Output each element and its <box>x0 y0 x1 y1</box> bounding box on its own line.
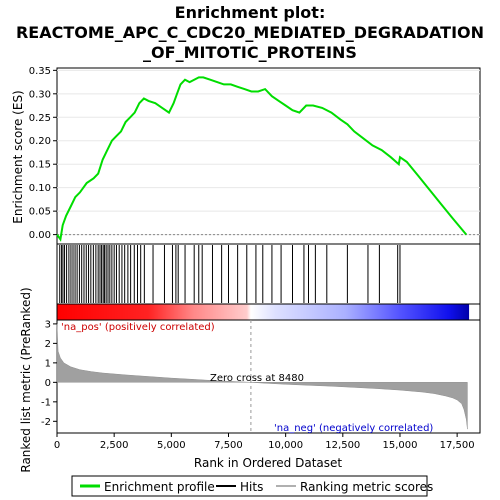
title-line-1: Enrichment plot: <box>175 3 326 22</box>
x-tick-label: 2,500 <box>100 440 129 451</box>
es-axis-label: Enrichment score (ES) <box>11 90 25 223</box>
es-tick-label: 0.05 <box>29 207 51 218</box>
x-tick-label: 7,500 <box>214 440 243 451</box>
na-pos-label: 'na_pos' (positively correlated) <box>61 322 215 333</box>
es-tick-label: 0.15 <box>29 160 51 171</box>
metric-tick-label: 3 <box>45 319 51 330</box>
title-line-2: REACTOME_APC_C_CDC20_MEDIATED_DEGRADATIO… <box>16 23 484 42</box>
hits-panel <box>56 243 481 305</box>
legend-metric-label: Ranking metric scores <box>300 480 433 494</box>
es-tick-label: 0.25 <box>29 113 51 124</box>
x-tick-label: 10,000 <box>268 440 303 451</box>
es-tick-label: 0.10 <box>29 183 51 194</box>
es-tick-label: 0.35 <box>29 66 51 77</box>
metric-tick-label: -2 <box>41 417 51 428</box>
es-tick-label: 0.30 <box>29 89 51 100</box>
title-line-3: _OF_MITOTIC_PROTEINS <box>143 43 357 62</box>
x-axis-label: Rank in Ordered Dataset <box>194 456 342 470</box>
heatmap-bar <box>57 304 470 320</box>
es-panel <box>56 67 481 245</box>
legend-box <box>71 475 428 497</box>
es-chart <box>56 69 480 242</box>
x-tick-label: 17,500 <box>440 440 475 451</box>
zero-cross-label: Zero cross at 8480 <box>210 373 304 384</box>
metric-chart <box>56 320 468 433</box>
legend: Enrichment profile Hits Ranking metric s… <box>71 475 433 497</box>
legend-hits-label: Hits <box>240 480 263 494</box>
hits-ticks <box>59 245 401 303</box>
metric-tick-label: 0 <box>45 378 51 389</box>
x-tick-label: 12,500 <box>325 440 360 451</box>
metric-tick-label: -1 <box>41 397 51 408</box>
metric-tick-label: 2 <box>45 339 51 350</box>
x-tick-label: 0 <box>54 440 60 451</box>
metric-axis-label: Ranked list metric (PreRanked) <box>19 287 33 472</box>
na-neg-label: 'na_neg' (negatively correlated) <box>274 423 433 434</box>
metric-tick-label: 1 <box>45 358 51 369</box>
x-tick-label: 15,000 <box>382 440 417 451</box>
x-tick-label: 5,000 <box>157 440 186 451</box>
ranking-heatmap <box>57 304 470 320</box>
chart-title: Enrichment plot: REACTOME_APC_C_CDC20_ME… <box>16 3 484 62</box>
enrichment-profile-line <box>56 76 468 242</box>
es-tick-label: 0.00 <box>29 230 51 241</box>
axes: 0.00 0.05 0.10 0.15 0.20 0.25 0.30 0.35 3 2 1 0 -1 -2… <box>29 66 475 451</box>
metric-area <box>56 323 468 430</box>
legend-enrichment-label: Enrichment profile <box>104 480 215 494</box>
es-tick-label: 0.20 <box>29 136 51 147</box>
